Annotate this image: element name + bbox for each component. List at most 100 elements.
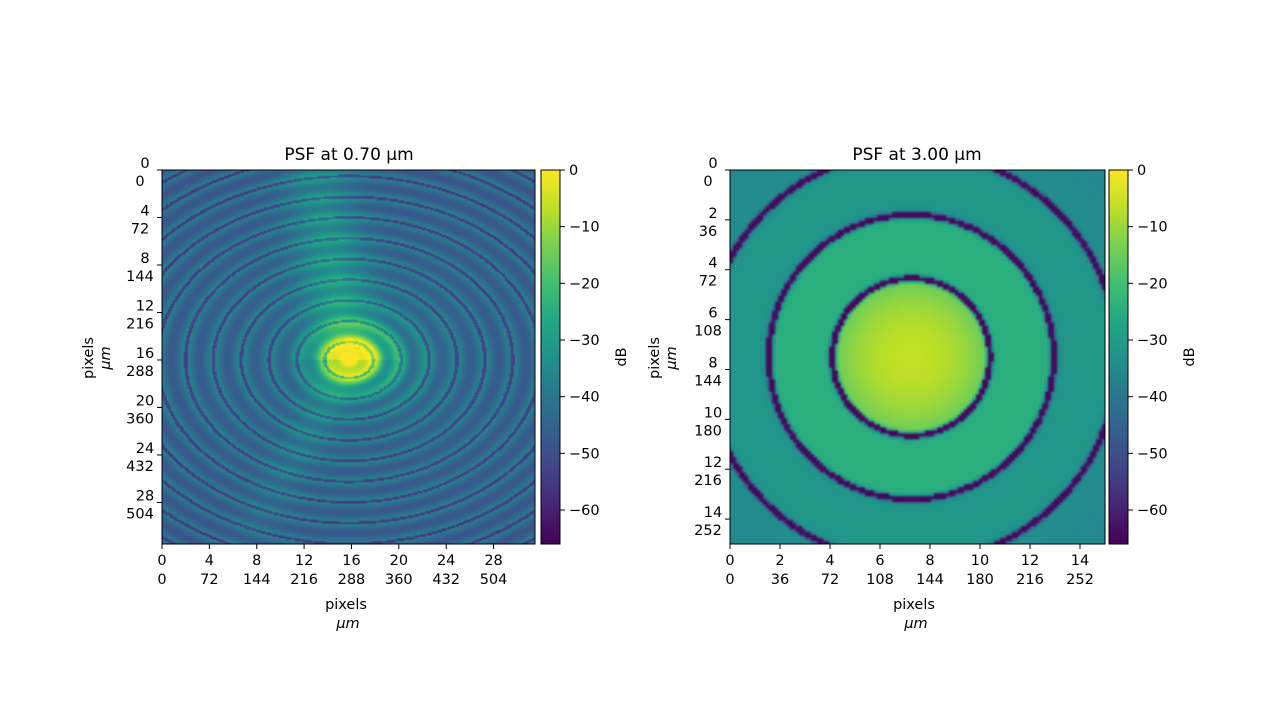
x-tick-label-pixels: 0 bbox=[725, 553, 734, 569]
x-axis-label-pixels-070: pixels bbox=[325, 597, 367, 613]
y-tick-label-um: 36 bbox=[699, 224, 717, 240]
colorbar-tick-label: −10 bbox=[569, 220, 600, 236]
y-tick-label-pixels: 0 bbox=[708, 156, 717, 172]
psf-panel-300: PSF at 3.00 μm 0023647261088144101801221… bbox=[647, 145, 1198, 632]
colorbar-tick-label: −50 bbox=[1137, 446, 1168, 462]
x-tick-label-um: 0 bbox=[157, 572, 166, 588]
x-tick-label-um: 144 bbox=[916, 572, 944, 588]
x-tick-label-um: 360 bbox=[385, 572, 413, 588]
x-tick-label-pixels: 2 bbox=[775, 553, 784, 569]
x-tick-label-um: 108 bbox=[866, 572, 894, 588]
y-tick-label-um: 504 bbox=[126, 506, 154, 522]
y-tick-label-pixels: 10 bbox=[704, 405, 722, 421]
x-tick-label-um: 252 bbox=[1066, 572, 1094, 588]
colorbar-tick-label: −40 bbox=[569, 390, 600, 406]
x-tick-label-um: 180 bbox=[966, 572, 994, 588]
psf-panel-070: PSF at 0.70 μm 0047281441221616288203602… bbox=[81, 145, 630, 632]
x-tick-label-um: 432 bbox=[432, 572, 460, 588]
y-tick-label-um: 72 bbox=[699, 274, 717, 290]
colorbar-tick-label: −20 bbox=[1137, 276, 1168, 292]
y-tick-label-pixels: 2 bbox=[708, 206, 717, 222]
chart-title-300: PSF at 3.00 μm bbox=[852, 145, 981, 165]
y-tick-label-pixels: 14 bbox=[704, 505, 722, 521]
colorbar-label-300: dB bbox=[1182, 347, 1198, 366]
x-tick-label-pixels: 10 bbox=[971, 553, 989, 569]
x-ticks-300: 0 0 2 36 4 72 6 108 8 144 10 180 12 216 14 252 bbox=[725, 544, 1094, 588]
plot-frame-070 bbox=[161, 169, 536, 545]
y-tick-label-um: 144 bbox=[126, 269, 154, 285]
y-axis-label-pixels-070: pixels bbox=[81, 337, 97, 379]
x-tick-label-um: 216 bbox=[1016, 572, 1044, 588]
colorbar-tick-label: 0 bbox=[1137, 163, 1146, 179]
colorbar-label-070: dB bbox=[614, 347, 630, 366]
x-tick-label-pixels: 16 bbox=[342, 553, 360, 569]
y-axis-label-pixels-300: pixels bbox=[647, 337, 663, 379]
x-axis-label-pixels-300: pixels bbox=[893, 597, 935, 613]
x-tick-label-pixels: 12 bbox=[1021, 553, 1039, 569]
psf-heatmap-300 bbox=[730, 170, 1105, 544]
x-axis-label-um-300: μm bbox=[903, 616, 927, 632]
colorbar-300 bbox=[1108, 169, 1129, 545]
x-tick-label-pixels: 4 bbox=[205, 553, 214, 569]
y-tick-label-pixels: 28 bbox=[136, 488, 154, 504]
x-tick-label-pixels: 8 bbox=[925, 553, 934, 569]
x-tick-label-um: 288 bbox=[338, 572, 366, 588]
y-tick-label-pixels: 4 bbox=[708, 256, 717, 272]
x-tick-label-um: 216 bbox=[290, 572, 318, 588]
y-tick-label-um: 360 bbox=[126, 411, 154, 427]
x-tick-label-pixels: 6 bbox=[875, 553, 884, 569]
x-tick-label-um: 144 bbox=[243, 572, 271, 588]
y-ticks-300: 0 0 2 36 4 72 6 108 8 144 10 180 12 216 14 252 bbox=[694, 156, 730, 539]
x-tick-label-pixels: 8 bbox=[252, 553, 261, 569]
x-tick-label-pixels: 0 bbox=[157, 553, 166, 569]
y-tick-label-um: 144 bbox=[694, 373, 722, 389]
x-ticks-070: 0 0 4 72 8 144 12 216 16 288 20 360 24 432 28 504 bbox=[157, 544, 507, 588]
y-tick-label-um: 432 bbox=[126, 459, 154, 475]
colorbar-tick-label: 0 bbox=[569, 163, 578, 179]
colorbar-tick-label: −50 bbox=[569, 446, 600, 462]
y-tick-label-pixels: 0 bbox=[140, 156, 149, 172]
y-tick-label-um: 252 bbox=[694, 523, 722, 539]
y-tick-label-um: 216 bbox=[126, 316, 154, 332]
chart-title-070: PSF at 0.70 μm bbox=[284, 145, 413, 165]
y-tick-label-pixels: 8 bbox=[140, 251, 149, 267]
y-tick-label-pixels: 4 bbox=[140, 203, 149, 219]
colorbar-tick-label: −30 bbox=[1137, 333, 1168, 349]
x-tick-label-um: 36 bbox=[771, 572, 789, 588]
y-tick-label-pixels: 20 bbox=[136, 393, 154, 409]
x-axis-label-um-070: μm bbox=[335, 616, 359, 632]
colorbar-tick-label: −60 bbox=[1137, 503, 1168, 519]
y-tick-label-pixels: 16 bbox=[136, 346, 154, 362]
y-tick-label-um: 108 bbox=[694, 324, 722, 340]
x-tick-label-pixels: 14 bbox=[1071, 553, 1089, 569]
y-tick-label-um: 288 bbox=[126, 364, 154, 380]
colorbar-070 bbox=[540, 169, 561, 545]
x-tick-label-pixels: 4 bbox=[825, 553, 834, 569]
y-tick-label-pixels: 24 bbox=[136, 441, 154, 457]
y-axis-label-um-300: μm bbox=[664, 346, 680, 370]
x-tick-label-um: 72 bbox=[200, 572, 218, 588]
y-tick-label-pixels: 8 bbox=[708, 355, 717, 371]
x-tick-label-um: 0 bbox=[725, 572, 734, 588]
x-tick-label-pixels: 12 bbox=[295, 553, 313, 569]
y-ticks-070: 0 0 4 72 8 144 12 216 16 288 20 360 24 432 28 504 bbox=[126, 156, 162, 522]
x-tick-label-um: 504 bbox=[480, 572, 508, 588]
colorbar-tick-label: −60 bbox=[569, 503, 600, 519]
x-tick-label-pixels: 20 bbox=[390, 553, 408, 569]
y-tick-label-pixels: 6 bbox=[708, 306, 717, 322]
x-tick-label-pixels: 24 bbox=[437, 553, 455, 569]
plot-frame-300 bbox=[729, 169, 1106, 545]
colorbar-tick-label: −40 bbox=[1137, 390, 1168, 406]
x-tick-label-um: 72 bbox=[821, 572, 839, 588]
y-tick-label-um: 0 bbox=[135, 174, 144, 190]
y-tick-label-pixels: 12 bbox=[704, 455, 722, 471]
y-axis-label-um-070: μm bbox=[98, 346, 114, 370]
y-tick-label-pixels: 12 bbox=[136, 298, 154, 314]
colorbar-ticks-300: 0 −10 −20 −30 −40 −50 −60 bbox=[1128, 163, 1168, 519]
colorbar-tick-label: −30 bbox=[569, 333, 600, 349]
psf-heatmap-070 bbox=[162, 170, 535, 544]
colorbar-tick-label: −10 bbox=[1137, 220, 1168, 236]
y-tick-label-um: 0 bbox=[703, 174, 712, 190]
x-tick-label-pixels: 28 bbox=[484, 553, 502, 569]
